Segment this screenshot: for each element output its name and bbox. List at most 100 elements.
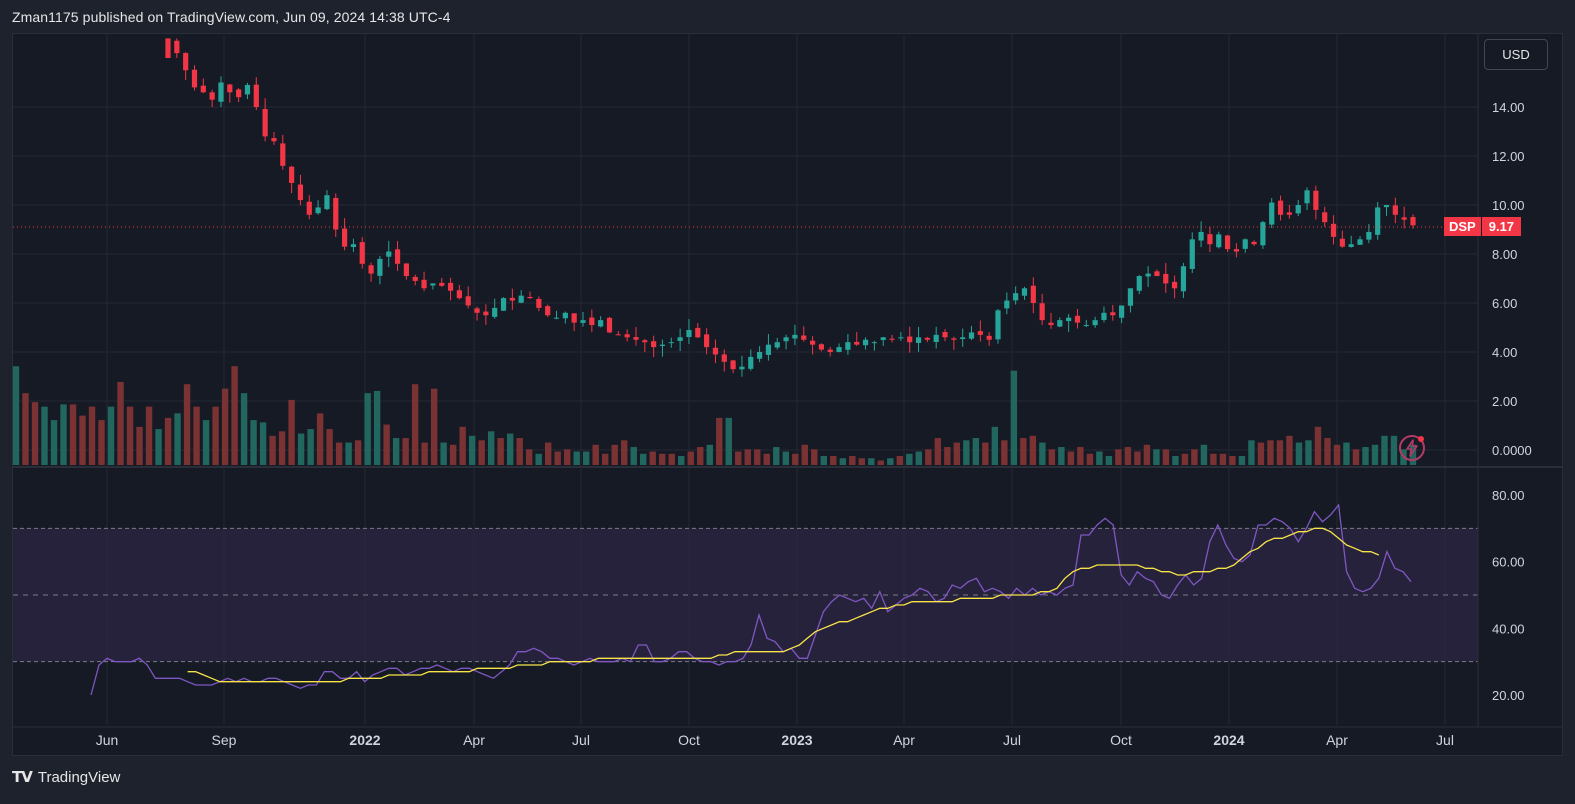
time-tick-label: Oct (678, 732, 700, 748)
candle-body (306, 201, 312, 215)
tradingview-brand[interactable]: TradingView (37, 768, 121, 786)
candle-body (792, 334, 798, 339)
volume-bar (754, 449, 761, 465)
volume-bar (1020, 438, 1027, 465)
volume-bar (459, 426, 466, 465)
volume-bar (1010, 370, 1018, 465)
candle-body (756, 352, 763, 359)
candle-body (174, 40, 180, 54)
candle-body (1030, 285, 1036, 303)
volume-bar (1067, 451, 1075, 465)
volume-bar (1058, 447, 1065, 465)
volume-bar (1086, 453, 1094, 465)
candle-body (1233, 249, 1240, 252)
volume-bar (991, 426, 999, 465)
volume-bar (763, 453, 770, 465)
candle-body (1383, 205, 1390, 208)
currency-button[interactable]: USD (1484, 39, 1548, 70)
volume-bar (468, 435, 476, 465)
candle-body (492, 307, 498, 317)
candle-body (651, 341, 657, 348)
candle-body (562, 312, 568, 319)
volume-bar (1352, 449, 1360, 465)
volume-bar (440, 442, 447, 465)
volume-bar (174, 413, 181, 465)
volume-bar (640, 453, 647, 465)
volume-bar (1143, 444, 1151, 465)
volume-bar (1390, 435, 1398, 465)
candle-body (1163, 273, 1169, 284)
lightning-alert-icon[interactable] (1398, 434, 1426, 462)
volume-bar (297, 433, 305, 465)
volume-bar (1134, 451, 1141, 465)
volume-bar (849, 456, 856, 465)
candle-body (704, 334, 710, 348)
candle-body (262, 109, 268, 137)
candle-body (297, 184, 304, 201)
candle-body (1313, 190, 1319, 210)
candle-body (1101, 312, 1107, 321)
volume-bar (421, 442, 428, 465)
price-tick-label: 12.00 (1492, 149, 1525, 164)
candle-body (315, 207, 321, 214)
candle-body (200, 85, 206, 93)
volume-bar (1333, 444, 1341, 465)
volume-bar (801, 444, 808, 465)
candle-body (341, 228, 348, 247)
candle-body (545, 306, 551, 316)
candle-body (960, 337, 966, 340)
candles (165, 38, 1416, 377)
last-price-tag: DSP 9.17 (1444, 217, 1522, 236)
rsi-tick-label: 80.00 (1492, 488, 1525, 503)
rsi-axis: 80.00 60.00 40.00 20.00 (1492, 488, 1525, 703)
candle-body (589, 317, 595, 326)
candle-body (1357, 239, 1363, 245)
time-tick-label: 2022 (349, 732, 380, 748)
candle-body (456, 290, 462, 299)
time-tick-label: 2024 (1213, 732, 1244, 748)
candle-body (1092, 320, 1098, 326)
price-tick-label: 0.0000 (1492, 443, 1532, 458)
volume-bar (430, 388, 438, 465)
volume-bar (925, 449, 932, 465)
candle-body (1410, 217, 1416, 226)
price-tick-label: 8.00 (1492, 247, 1517, 262)
volume-bars (12, 366, 1417, 465)
volume-bar (202, 420, 210, 465)
candle-body (580, 320, 586, 323)
volume-bar (126, 406, 134, 465)
candle-body (686, 329, 692, 338)
volume-bar (98, 420, 105, 465)
volume-bar (525, 449, 533, 465)
volume-bar (1295, 442, 1303, 465)
volume-bar (839, 458, 846, 465)
volume-bar (706, 444, 713, 465)
candle-body (333, 197, 339, 230)
time-tick-label: 2023 (781, 732, 812, 748)
volume-bar (877, 460, 885, 465)
volume-bar (373, 390, 381, 465)
time-tick-label: Apr (1326, 732, 1348, 748)
volume-bar (535, 453, 542, 465)
volume-bar (1105, 456, 1113, 465)
candle-body (845, 342, 851, 350)
rsi-tick-label: 40.00 (1492, 621, 1525, 636)
volume-bar (212, 406, 219, 465)
volume-bar (592, 444, 599, 465)
volume-bar (1048, 449, 1056, 465)
volume-bar (830, 456, 837, 465)
candle-body (1339, 238, 1345, 247)
volume-bar (611, 444, 618, 465)
volume-bar (145, 406, 153, 465)
candle-body (774, 342, 780, 348)
candle-body (465, 296, 471, 306)
published-caption: Zman1175 published on TradingView.com, J… (12, 9, 451, 25)
candle-body (1392, 205, 1398, 215)
volume-bar (107, 406, 115, 465)
volume-bar (79, 415, 86, 465)
candle-body (483, 311, 489, 316)
price-tick-label: 10.00 (1492, 198, 1525, 213)
last-price-value: 9.17 (1481, 217, 1522, 236)
time-tick-label: Jul (1436, 732, 1454, 748)
